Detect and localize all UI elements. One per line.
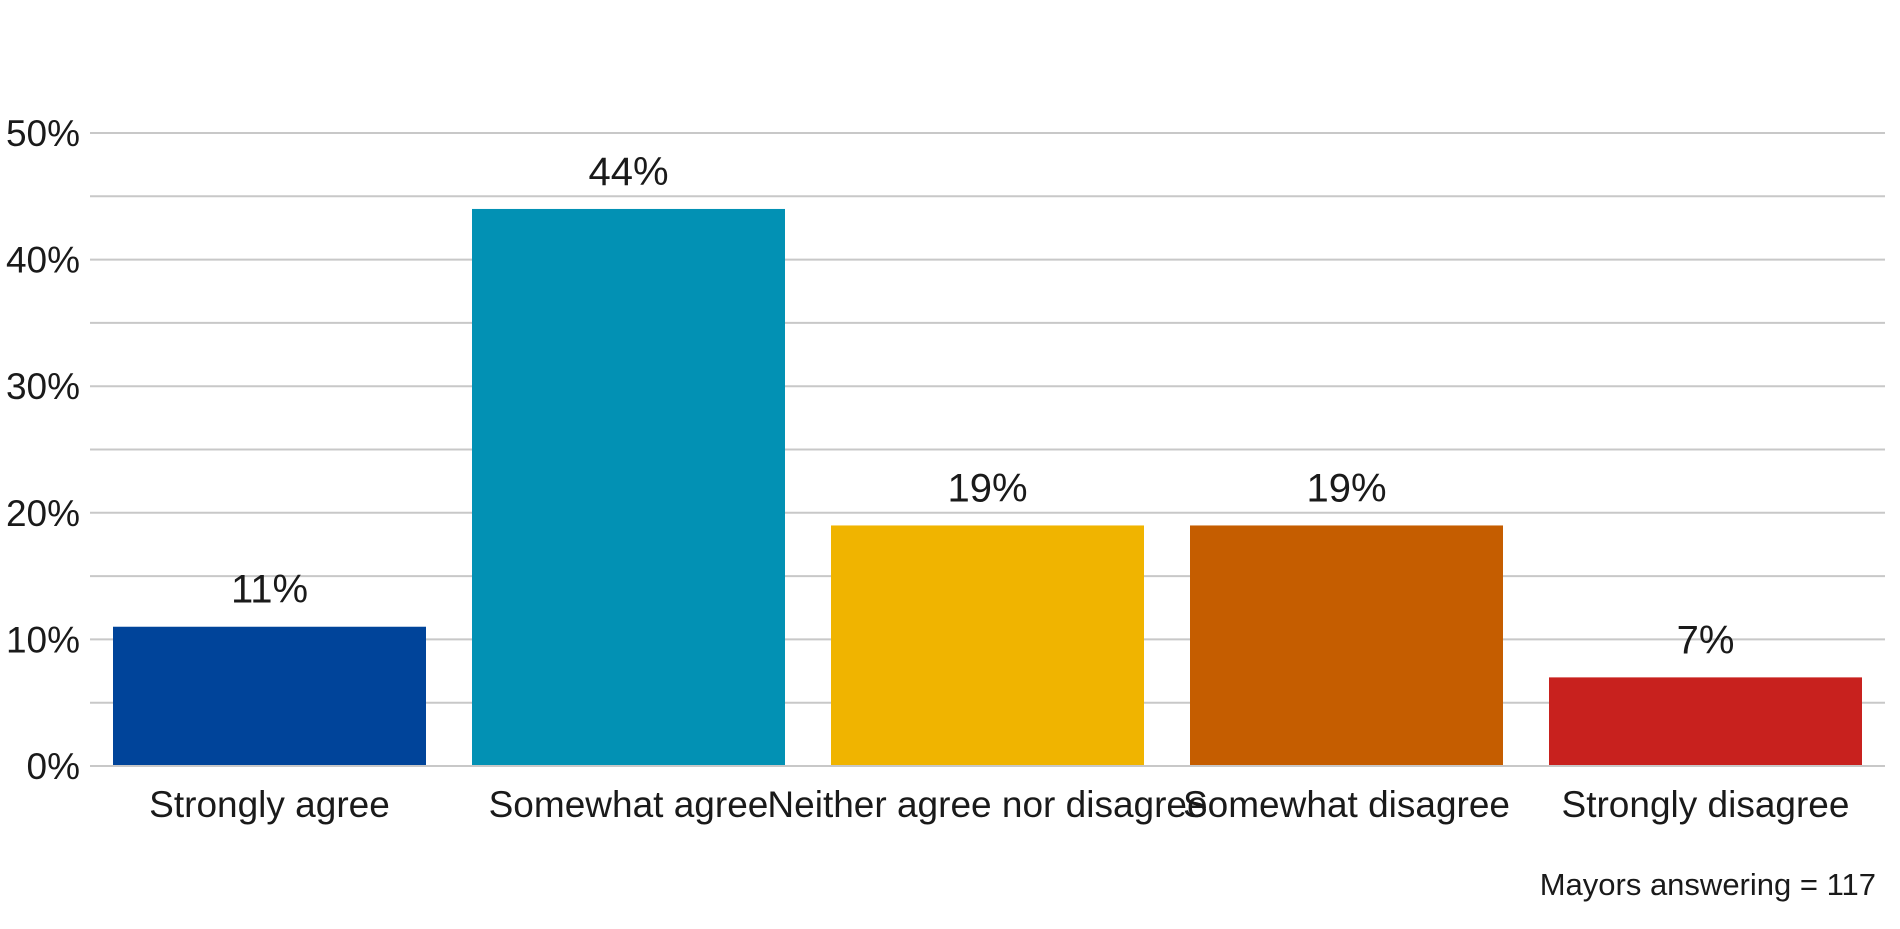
respondent-count-note: Mayors answering = 117: [1539, 867, 1876, 902]
category-label: Somewhat agree: [489, 784, 769, 825]
bar: [472, 208, 785, 766]
y-axis-tick-labels: 0% 10% 20% 30% 40% 50%: [6, 113, 80, 787]
category-label: Strongly disagree: [1562, 784, 1850, 825]
data-label: 19%: [947, 466, 1027, 510]
bar: [831, 525, 1144, 766]
bars: [113, 208, 1862, 766]
y-tick-label: 40%: [6, 240, 80, 281]
data-label: 11%: [231, 568, 308, 612]
category-label: Neither agree nor disagree: [767, 784, 1207, 825]
bar: [113, 626, 426, 766]
y-tick-label: 50%: [6, 113, 80, 154]
data-label: 7%: [1677, 618, 1735, 662]
y-tick-label: 30%: [6, 366, 80, 407]
y-tick-label: 20%: [6, 493, 80, 534]
data-label: 19%: [1306, 466, 1386, 510]
data-labels: 11% 44% 19% 19% 7%: [231, 150, 1734, 662]
bar: [1549, 677, 1862, 766]
category-label: Somewhat disagree: [1183, 784, 1510, 825]
x-axis-category-labels: Strongly agree Somewhat agree Neither agre…: [149, 784, 1849, 825]
category-label: Strongly agree: [149, 784, 390, 825]
bar: [1190, 525, 1503, 766]
y-tick-label: 0%: [27, 746, 80, 787]
data-label: 44%: [588, 150, 668, 194]
y-tick-label: 10%: [6, 619, 80, 660]
